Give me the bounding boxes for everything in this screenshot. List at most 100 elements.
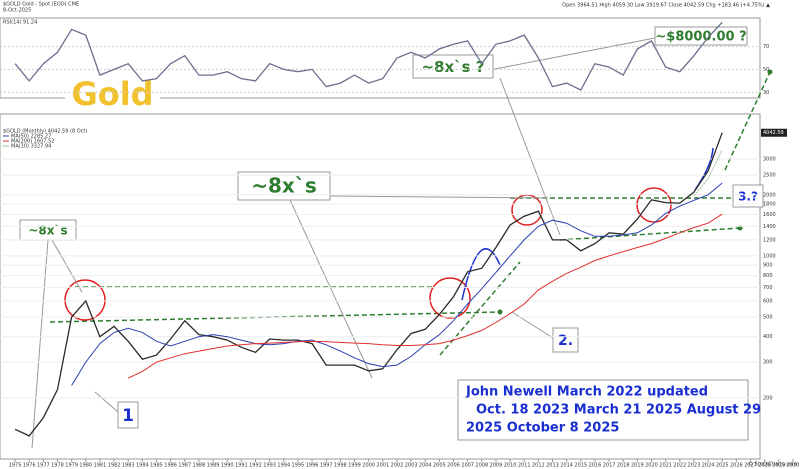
- x-tick-label: 1998: [334, 463, 347, 469]
- x-tick-label: 2009: [490, 463, 503, 469]
- series-line: [14, 21, 723, 91]
- x-tick-label: 2000: [362, 463, 375, 469]
- annotation-shape: [237, 171, 331, 201]
- x-tick-label: 2013: [546, 463, 559, 469]
- annotation-shape: [94, 391, 119, 413]
- annotation-shape: [732, 184, 764, 208]
- annotation-shape: [636, 187, 672, 223]
- x-tick-label: 2022: [673, 463, 686, 469]
- annotation-shape: [767, 69, 773, 75]
- annotation: ~$8000.00 ?: [655, 30, 746, 45]
- x-tick-label: 1993: [263, 463, 276, 469]
- x-tick-label: 2010: [504, 463, 517, 469]
- x-tick-label: 1990: [221, 463, 234, 469]
- x-tick-label: 2005: [433, 463, 446, 469]
- x-tick-label: 1996: [306, 463, 319, 469]
- y-tick-label: 50: [763, 67, 769, 73]
- annotation: ~8x`s: [28, 224, 67, 238]
- y-tick-label: 2000: [763, 192, 776, 198]
- x-tick-label: 1982: [108, 463, 121, 469]
- x-tick-label: 1986: [164, 463, 177, 469]
- annotation-shape: [489, 37, 656, 71]
- annotation: 3.?: [738, 190, 758, 204]
- annotation-shape: [724, 71, 771, 171]
- note-line: John Newell March 2022 updated: [465, 385, 708, 400]
- x-tick-label: 2029: [772, 463, 785, 469]
- x-tick-label: 2002: [391, 463, 404, 469]
- x-tick-label: 1981: [94, 463, 107, 469]
- x-tick-label: 1978: [51, 463, 64, 469]
- annotation-shape: [499, 77, 561, 236]
- x-tick-label: 2024: [702, 463, 715, 469]
- symbol: $GOLD Gold - Spot (EOD) CME: [3, 2, 79, 8]
- x-tick-label: 1983: [122, 463, 135, 469]
- annotation-shape: [117, 401, 139, 429]
- y-tick-label: 900: [763, 263, 773, 269]
- annotation-shape: [65, 78, 160, 112]
- x-tick-label: 2015: [574, 463, 587, 469]
- annotation-shape: [429, 277, 471, 319]
- legend-label: MA(200) 1607.52: [11, 139, 54, 145]
- rsi-title: RSI(14) 91.24: [3, 20, 37, 26]
- annotation-shape: [654, 26, 748, 46]
- annotation-shape: [439, 261, 521, 356]
- annotation-shape: [559, 227, 741, 241]
- x-tick-label: 1997: [320, 463, 333, 469]
- x-tick-label: 2021: [659, 463, 672, 469]
- x-tick-label: 2016: [589, 463, 602, 469]
- x-tick-label: 1992: [249, 463, 262, 469]
- y-tick-label: 800: [763, 273, 773, 279]
- quote: Open 3964.51 High 4059.30 Low 3919.67 Cl…: [562, 3, 770, 9]
- price-label: 4042.59: [763, 130, 784, 136]
- annotation-shape: [31, 239, 49, 449]
- x-tick-label: 2017: [603, 463, 616, 469]
- series-line: [693, 149, 723, 197]
- x-tick-label: 1999: [348, 463, 361, 469]
- annotation: Gold: [71, 75, 153, 113]
- x-tick-label: 1975: [9, 463, 22, 469]
- x-tick-label: 1989: [207, 463, 220, 469]
- x-tick-label: 1987: [178, 463, 191, 469]
- x-tick-label: 1994: [277, 463, 290, 469]
- y-tick-label: 600: [763, 298, 773, 304]
- x-tick-label: 1980: [79, 463, 92, 469]
- series-line: [71, 182, 723, 386]
- x-tick-label: 1985: [150, 463, 163, 469]
- series-line: [127, 213, 723, 379]
- y-tick-label: 1400: [763, 224, 776, 230]
- y-tick-label: 200: [763, 395, 773, 401]
- x-tick-label: 2020: [645, 463, 658, 469]
- x-tick-label: 2006: [447, 463, 460, 469]
- x-tick-label: 2001: [376, 463, 389, 469]
- legend-label: MA(10) 3327.94: [11, 144, 51, 150]
- date: 8-Oct-2025: [3, 8, 31, 14]
- x-tick-label: 1979: [65, 463, 78, 469]
- y-tick-label: 70: [763, 44, 769, 50]
- overlay: Gold ~$8000.00 ? ~8x`s ? ~8x`s ~8x`s 1 2. 3.? Jo…: [19, 26, 773, 449]
- y-tick-label: 1800: [763, 202, 776, 208]
- price-frame: [0, 113, 761, 460]
- annotation-shape: [552, 327, 579, 353]
- x-tick-label: 2018: [617, 463, 630, 469]
- y-tick-label: 3000: [763, 157, 776, 163]
- annotation-shape: [497, 309, 503, 315]
- x-tick-label: 2019: [631, 463, 644, 469]
- annotation: ~8x`s: [251, 174, 316, 198]
- annotation-shape: [51, 239, 83, 293]
- x-tick-label: 2007: [461, 463, 474, 469]
- legend-label: MA(50) 2285.27: [11, 134, 51, 140]
- x-tick-label: 2004: [419, 463, 432, 469]
- x-tick-label: 2012: [532, 463, 545, 469]
- x-tick-label: 1995: [292, 463, 305, 469]
- x-tick-label: 2025: [716, 463, 729, 469]
- y-tick-label: 1200: [763, 237, 776, 243]
- x-tick-label: 1977: [37, 463, 50, 469]
- note-line: Oct. 18 2023 March 21 2025 August 29: [476, 403, 761, 418]
- x-tick-label: 1984: [136, 463, 149, 469]
- y-tick-label: 400: [763, 334, 773, 340]
- rsi-frame: [0, 17, 761, 99]
- note-line: 2025 October 8 2025: [466, 421, 619, 436]
- x-tick-label: 2028: [758, 463, 771, 469]
- annotation-shape: [412, 54, 494, 79]
